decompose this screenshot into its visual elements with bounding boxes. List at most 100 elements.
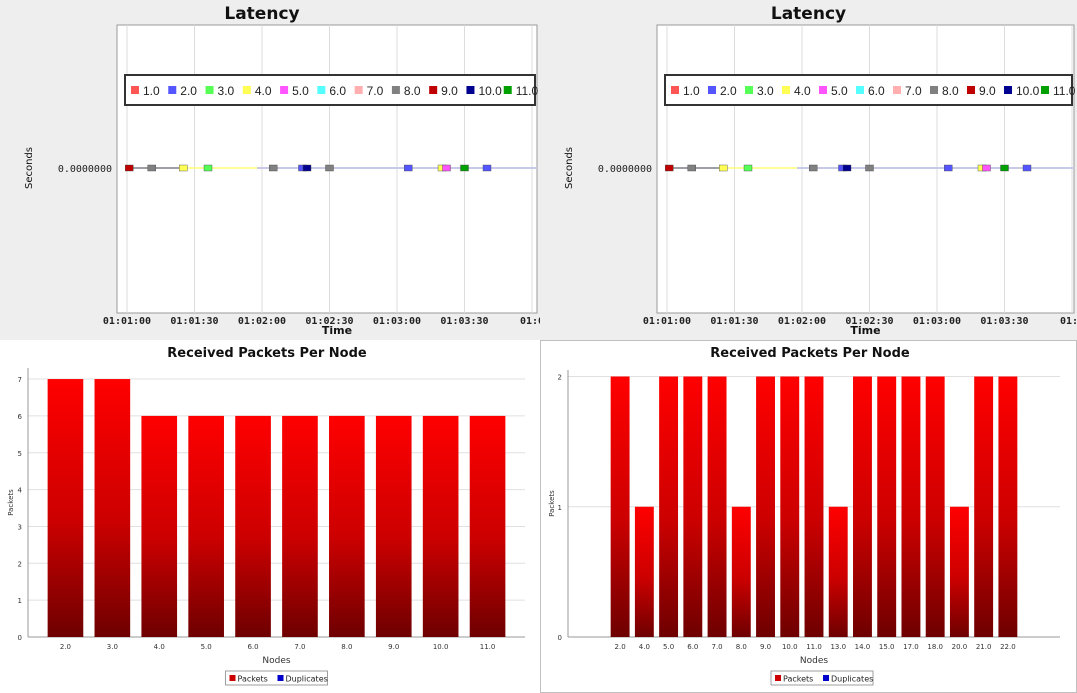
y-tick-label: 1 <box>18 597 22 605</box>
bar <box>756 376 775 637</box>
data-point <box>325 164 334 172</box>
legend-marker <box>317 86 326 94</box>
data-point <box>944 164 953 172</box>
bar <box>282 415 318 637</box>
legend-label: 7.0 <box>905 84 922 98</box>
packets-chart-left: Received Packets Per Node 0 1 2 3 4 5 6 7 2.0 3.0 4… <box>0 340 540 693</box>
legend-label: 11.0 <box>1053 84 1076 98</box>
x-tick-label: 21.0 <box>976 643 992 651</box>
x-tick-label: 3.0 <box>107 643 118 651</box>
bar <box>974 376 994 637</box>
legend-marker <box>1004 86 1012 94</box>
x-tick-label: 4.0 <box>639 643 650 651</box>
x-tick-label: 15.0 <box>879 643 895 651</box>
packets-chart-left-svg: Received Packets Per Node 0 1 2 3 4 5 6 7 2.0 3.0 4… <box>0 340 540 693</box>
bar <box>634 506 654 637</box>
x-tick-label: 2.0 <box>60 643 71 651</box>
bar <box>731 506 751 637</box>
y-tick-label: 0.0000000 <box>598 164 652 175</box>
bar <box>375 415 412 637</box>
y-tick-label: 4 <box>18 487 23 495</box>
legend-marker <box>280 86 289 94</box>
bar <box>853 376 872 637</box>
legend-marker <box>893 86 901 94</box>
x-tick-label: 01:01:30 <box>170 316 218 327</box>
chart-title: Latency <box>224 4 299 24</box>
bar <box>610 376 630 637</box>
x-axis-label: Time <box>322 324 352 337</box>
x-tick-label: 01:01:00 <box>643 316 691 327</box>
legend-label: 4.0 <box>255 84 272 98</box>
x-tick-label: 8.0 <box>736 643 747 651</box>
x-tick-label: 17.0 <box>903 643 919 651</box>
chart-title: Latency <box>771 4 846 24</box>
bar <box>998 376 1018 637</box>
bar <box>925 376 945 637</box>
data-point <box>982 164 991 172</box>
bar <box>235 415 271 637</box>
bar <box>780 376 800 637</box>
x-axis-label: Time <box>850 324 880 337</box>
legend-label: Duplicates <box>831 675 873 684</box>
legend-label: 5.0 <box>831 84 848 98</box>
x-tick-label: 13.0 <box>830 643 846 651</box>
x-tick-label: 01:03:00 <box>373 316 421 327</box>
legend-marker <box>391 86 400 94</box>
bar <box>659 376 679 637</box>
y-axis-label: Packets <box>7 489 15 516</box>
data-point <box>865 164 874 172</box>
legend-marker <box>856 86 864 94</box>
bar <box>329 415 365 637</box>
bar <box>707 376 727 637</box>
x-tick-label: 01:0 <box>520 316 540 327</box>
data-point <box>147 164 156 172</box>
legend-marker <box>930 86 938 94</box>
legend-marker <box>466 86 475 94</box>
x-tick-label: 01:03:30 <box>440 316 488 327</box>
data-point <box>1022 164 1032 172</box>
legend-label: 8.0 <box>942 84 959 98</box>
x-tick-label: 01:03:00 <box>913 316 961 327</box>
legend-label: 9.0 <box>979 84 996 98</box>
bar <box>422 415 459 637</box>
legend-marker <box>354 86 363 94</box>
legend-label: 2.0 <box>720 84 737 98</box>
x-tick-label: 01:02:00 <box>238 316 286 327</box>
legend-marker <box>745 86 753 94</box>
legend-marker <box>242 86 251 94</box>
x-tick-label: 6.0 <box>687 643 698 651</box>
y-tick-label: 0 <box>18 634 22 642</box>
legend-marker <box>429 86 438 94</box>
latency-chart-left: Latency 01:01:00 01:01:30 01:02:00 01:02:30 0… <box>0 0 540 340</box>
legend-marker <box>277 675 284 681</box>
data-point <box>302 164 312 172</box>
x-tick-label: 9.0 <box>388 643 399 651</box>
legend-label: Duplicates <box>286 675 328 684</box>
data-point <box>665 164 674 172</box>
bar <box>683 376 703 637</box>
y-tick-label: 6 <box>18 413 23 421</box>
x-tick-label: 22.0 <box>1000 643 1016 651</box>
legend-label: 8.0 <box>404 84 421 98</box>
legend-label: 6.0 <box>329 84 346 98</box>
y-tick-label: 5 <box>18 450 22 458</box>
x-tick-label: 01:02:30 <box>305 316 353 327</box>
legend-marker <box>503 86 512 94</box>
legend-marker <box>205 86 214 94</box>
legend-marker <box>823 675 829 681</box>
legend-label: 6.0 <box>868 84 885 98</box>
legend-marker <box>775 675 781 681</box>
x-tick-label: 7.0 <box>294 643 305 651</box>
x-axis-label: Nodes <box>800 656 828 666</box>
x-tick-label: 11.0 <box>806 643 822 651</box>
x-tick-label: 18.0 <box>927 643 943 651</box>
chart-title: Received Packets Per Node <box>710 346 910 361</box>
legend-label: Packets <box>783 675 813 684</box>
legend-label: Packets <box>238 675 268 684</box>
y-tick-label: 1 <box>558 504 562 512</box>
x-tick-label: 10.0 <box>433 643 449 651</box>
x-axis-label: Nodes <box>262 656 290 666</box>
x-tick-label: 11.0 <box>480 643 496 651</box>
data-point <box>809 164 818 172</box>
